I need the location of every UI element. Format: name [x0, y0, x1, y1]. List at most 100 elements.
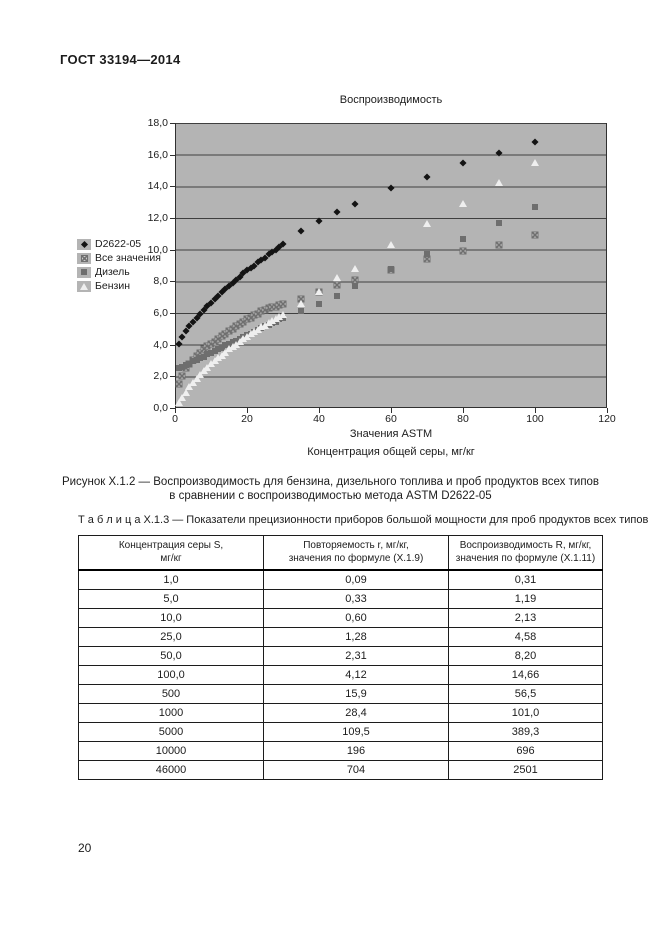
table-cell: 101,0 — [448, 703, 603, 723]
y-tick-mark — [170, 249, 175, 251]
data-point-diamond — [495, 149, 503, 157]
table-cell: 0,31 — [448, 569, 603, 590]
plot-area — [174, 123, 607, 408]
data-point-triangle — [178, 393, 187, 401]
data-point-xsquare — [333, 281, 341, 288]
x-tick-label: 100 — [526, 413, 544, 425]
data-point-triangle — [459, 199, 467, 207]
data-point-diamond — [315, 217, 323, 225]
table-cell: 56,5 — [448, 684, 603, 704]
x-axis-title: Значения ASTM — [349, 428, 433, 440]
data-point-triangle — [315, 288, 323, 296]
data-point-triangle — [192, 374, 201, 382]
data-point-diamond — [459, 159, 467, 167]
triangle-marker-icon — [80, 282, 88, 290]
y-tick-mark — [170, 313, 175, 314]
page-number: 20 — [78, 841, 92, 855]
x-tick-label: 120 — [598, 413, 616, 425]
data-point-square — [204, 351, 211, 358]
data-point-triangle — [333, 274, 341, 282]
table-cell: 1,19 — [448, 589, 603, 609]
crossed-square-marker-icon — [80, 254, 88, 262]
table-cell: 15,9 — [263, 684, 449, 704]
data-point-square — [298, 308, 304, 315]
x-tick-mark — [175, 408, 176, 413]
data-point-square — [211, 348, 218, 354]
table-cell: 1,0 — [78, 569, 264, 590]
table-cell: 1000 — [78, 703, 264, 723]
data-point-diamond — [531, 138, 539, 146]
x-axis-subtitle: Концентрация общей серы, мг/кг — [307, 446, 475, 458]
data-point-triangle — [185, 383, 194, 391]
figure-caption-line1: Рисунок Х.1.2 — Воспроизводимость для бе… — [61, 476, 600, 488]
table-cell: 100,0 — [78, 665, 264, 685]
data-point-square — [424, 251, 430, 258]
data-point-square — [175, 365, 182, 372]
table-row: 50,0 2,31 8,20 — [78, 646, 603, 666]
table-cell: 28,4 — [263, 703, 449, 723]
y-tick-mark — [170, 123, 175, 124]
legend-label: Бензин — [95, 280, 131, 292]
data-point-square — [190, 358, 196, 365]
data-point-triangle — [387, 240, 395, 248]
y-tick-mark — [170, 218, 175, 219]
x-tick-label: 20 — [241, 413, 253, 425]
table-cell: 1,28 — [263, 627, 449, 647]
table-cell: 8,20 — [448, 646, 603, 666]
x-tick-mark — [247, 408, 248, 413]
data-point-xsquare — [459, 247, 467, 255]
table-cell: 2,31 — [263, 646, 449, 666]
legend-item-all-values: Все значения — [77, 251, 161, 265]
plot-right-border — [606, 123, 607, 408]
y-tick-label: 6,0 — [153, 307, 168, 319]
x-tick-mark — [391, 408, 392, 413]
y-tick-mark — [170, 186, 175, 188]
table-header-row: Концентрация серы S, мг/кг Повторяемость… — [78, 535, 603, 571]
table-row: 46000 704 2501 — [78, 760, 603, 780]
data-point-xsquare — [495, 241, 503, 249]
x-tick-label: 60 — [385, 413, 397, 425]
x-tick-label: 0 — [172, 413, 178, 425]
col-header-repeatability: Повторяемость r, мг/кг, значения по форм… — [263, 535, 449, 571]
col-header-concentration: Концентрация серы S, мг/кг — [78, 535, 264, 571]
legend-key — [77, 238, 91, 250]
chart-title: Воспроизводимость — [339, 94, 443, 106]
square-marker-icon — [81, 269, 87, 275]
y-tick-mark — [170, 281, 175, 283]
y-tick-mark — [170, 408, 175, 409]
data-point-square — [208, 349, 214, 356]
data-point-square — [218, 344, 225, 351]
y-tick-mark — [170, 344, 175, 346]
table-cell: 500 — [78, 684, 264, 704]
data-point-square — [182, 362, 189, 369]
data-point-square — [215, 346, 222, 353]
x-tick-mark — [319, 408, 320, 413]
x-tick-label: 40 — [313, 413, 325, 425]
legend-label: D2622-05 — [95, 238, 142, 250]
data-point-triangle — [297, 299, 305, 307]
table-row: 25,0 1,28 4,58 — [78, 627, 603, 647]
data-point-square — [460, 235, 466, 242]
data-point-triangle — [189, 378, 197, 386]
data-point-square — [316, 300, 322, 307]
data-point-square — [186, 360, 193, 367]
data-point-diamond — [175, 340, 183, 348]
doc-header: ГОСТ 33194—2014 — [60, 52, 181, 67]
y-tick-label: 12,0 — [147, 212, 168, 224]
data-point-triangle — [531, 158, 539, 166]
table-row: 1,0 0,09 0,31 — [78, 569, 603, 590]
data-point-square — [197, 355, 204, 362]
data-point-triangle — [279, 311, 287, 319]
table-cell: 25,0 — [78, 627, 264, 647]
y-tick-mark — [170, 154, 175, 156]
data-point-xsquare — [175, 380, 183, 388]
legend-key — [77, 266, 91, 278]
table-cell: 0,33 — [263, 589, 449, 609]
data-point-square — [352, 283, 358, 290]
data-point-square — [334, 292, 340, 299]
x-tick-label: 80 — [457, 413, 469, 425]
data-point-triangle — [423, 220, 431, 228]
precision-table: Концентрация серы S, мг/кг Повторяемость… — [78, 535, 603, 780]
data-point-diamond — [387, 184, 395, 192]
data-point-triangle — [196, 370, 205, 378]
